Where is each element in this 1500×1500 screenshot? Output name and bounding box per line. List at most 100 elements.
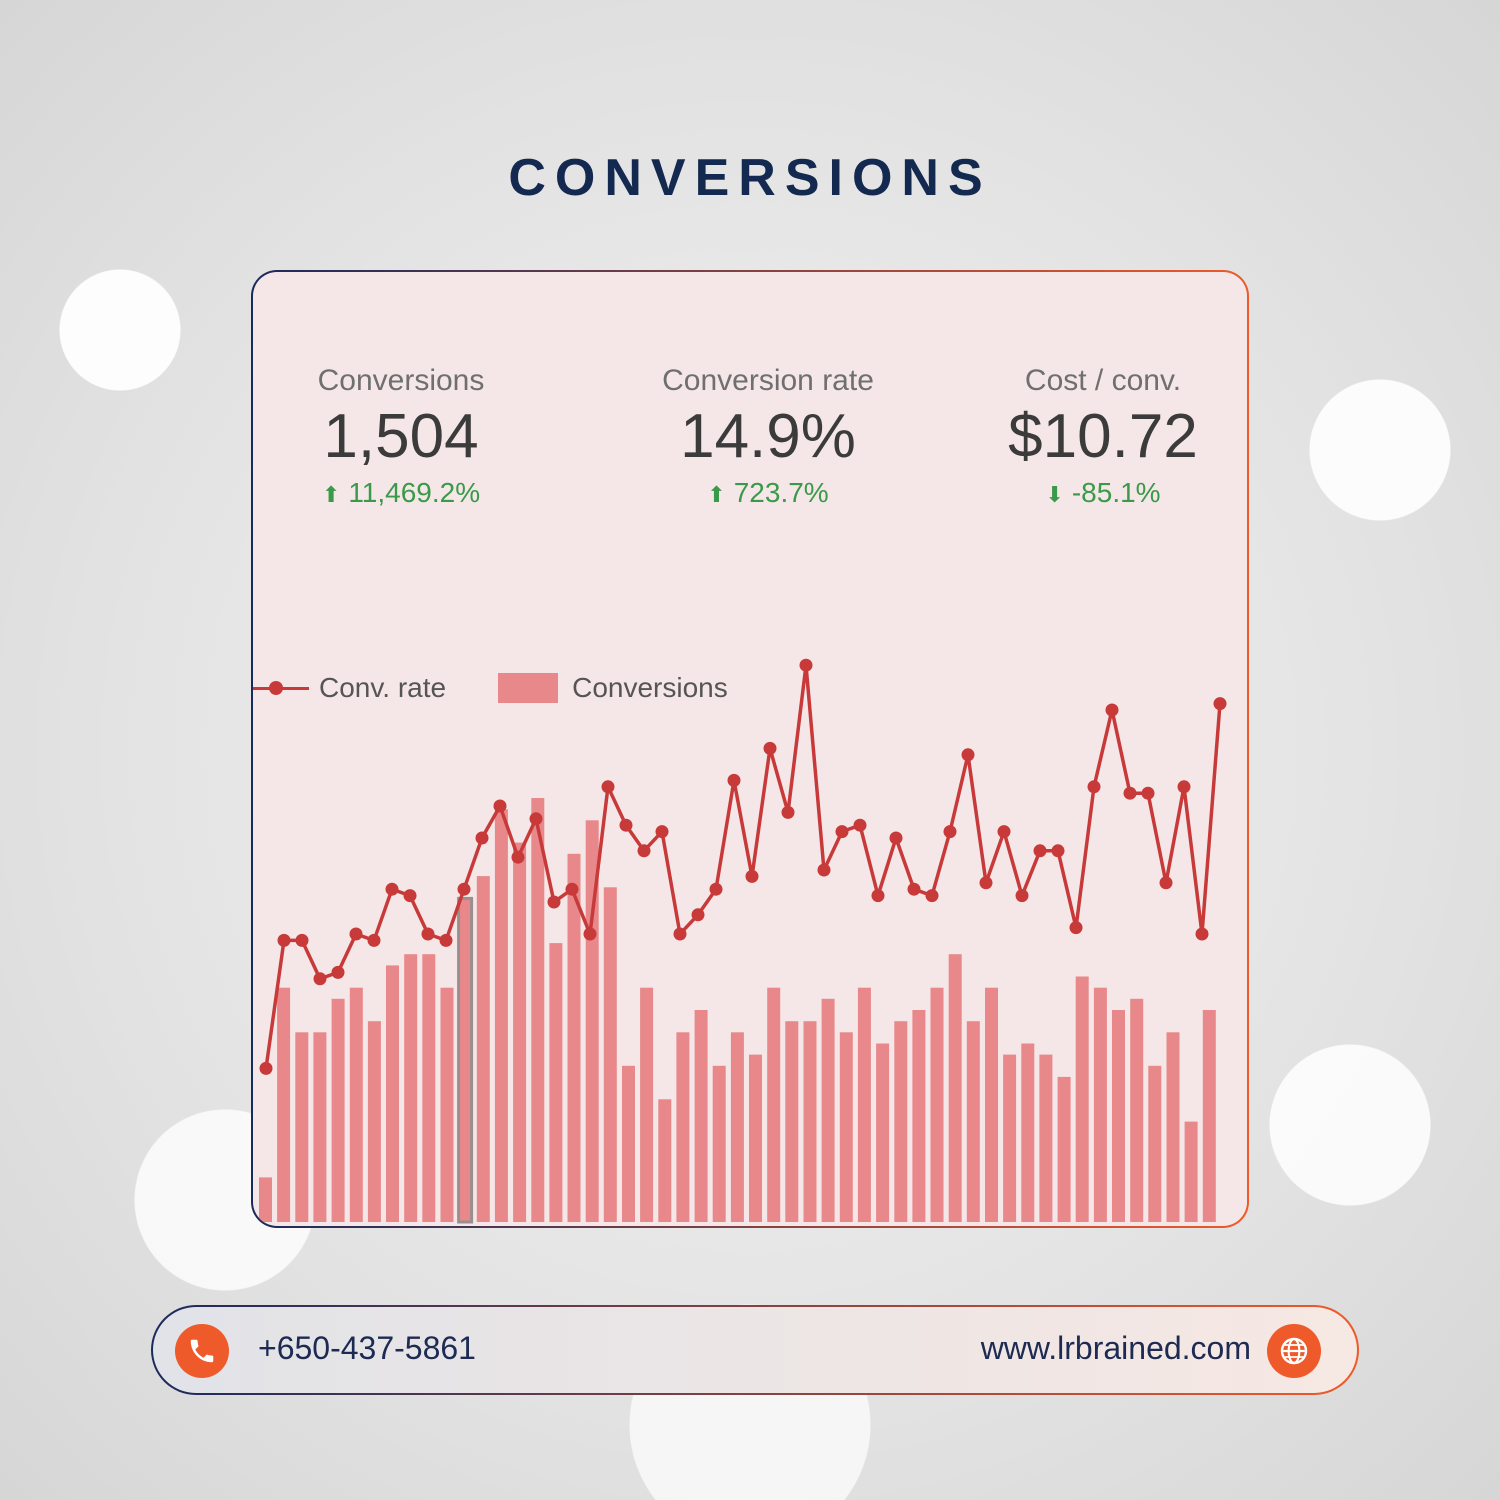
conversions-bar[interactable] [876, 1043, 890, 1223]
conversions-bar[interactable] [585, 820, 599, 1222]
conv-rate-point[interactable] [1213, 697, 1227, 711]
conversions-bar[interactable] [440, 987, 454, 1222]
conv-rate-point[interactable] [943, 825, 957, 839]
conv-rate-point[interactable] [853, 818, 867, 832]
conversions-bar[interactable] [404, 954, 418, 1222]
conv-rate-point[interactable] [475, 831, 489, 845]
conv-rate-point[interactable] [907, 882, 921, 896]
conv-rate-point[interactable] [367, 933, 381, 947]
conv-rate-point[interactable] [1159, 876, 1173, 890]
conv-rate-point[interactable] [889, 831, 903, 845]
conv-rate-point[interactable] [313, 972, 327, 986]
conv-rate-point[interactable] [529, 812, 543, 826]
conv-rate-point[interactable] [1123, 786, 1137, 800]
conv-rate-point[interactable] [727, 773, 741, 787]
conversions-bar[interactable] [277, 987, 291, 1222]
conv-rate-point[interactable] [655, 825, 669, 839]
conversions-bar[interactable] [1021, 1043, 1035, 1223]
conversions-bar[interactable] [640, 987, 654, 1222]
conv-rate-point[interactable] [1195, 927, 1209, 941]
conv-rate-point[interactable] [511, 850, 525, 864]
conv-rate-point[interactable] [457, 882, 471, 896]
conversions-bar[interactable] [912, 1010, 926, 1222]
conv-rate-point[interactable] [871, 889, 885, 903]
conv-rate-point[interactable] [763, 741, 777, 755]
conversions-bar[interactable] [1093, 987, 1107, 1222]
conversions-bar[interactable] [985, 987, 998, 1222]
conv-rate-point[interactable] [799, 658, 813, 672]
conversions-bar[interactable] [1202, 1010, 1216, 1222]
conv-rate-point[interactable] [1069, 921, 1083, 935]
conversions-bar[interactable] [386, 965, 399, 1222]
conversions-bar[interactable] [259, 1177, 272, 1222]
conversions-bar[interactable] [857, 987, 871, 1222]
conv-rate-point[interactable] [691, 908, 705, 922]
conv-rate-point[interactable] [1105, 703, 1119, 717]
conversions-bar[interactable] [749, 1054, 762, 1222]
conversions-bar[interactable] [930, 987, 944, 1222]
conversions-bar[interactable] [549, 943, 563, 1222]
conv-rate-point[interactable] [997, 825, 1011, 839]
conv-rate-point[interactable] [439, 933, 453, 947]
conv-rate-point[interactable] [259, 1061, 273, 1075]
conv-rate-point[interactable] [601, 780, 615, 794]
conv-rate-point[interactable] [565, 882, 579, 896]
conversions-bar[interactable] [313, 1032, 327, 1222]
conversions-bar[interactable] [531, 798, 545, 1222]
conversions-bar[interactable] [821, 998, 835, 1222]
conversions-bar[interactable] [730, 1032, 744, 1222]
phone-number[interactable]: +650-437-5861 [258, 1330, 476, 1366]
conv-rate-point[interactable] [1177, 780, 1191, 794]
conv-rate-point[interactable] [817, 863, 831, 877]
conv-rate-point[interactable] [1033, 844, 1047, 858]
conv-rate-point[interactable] [493, 799, 507, 813]
conv-rate-point[interactable] [961, 748, 975, 762]
conv-rate-point[interactable] [1015, 889, 1029, 903]
conversions-bar[interactable] [1148, 1065, 1162, 1222]
conversions-bar[interactable] [767, 987, 781, 1222]
conversions-bar[interactable] [295, 1032, 309, 1222]
conv-rate-point[interactable] [673, 927, 687, 941]
conv-rate-point[interactable] [1141, 786, 1155, 800]
conversions-bar[interactable] [567, 853, 581, 1222]
conv-rate-point[interactable] [385, 882, 399, 896]
conversions-bar[interactable] [839, 1032, 853, 1222]
conversions-bar[interactable] [331, 998, 345, 1222]
conversions-bar[interactable] [457, 896, 474, 1224]
conv-rate-point[interactable] [547, 895, 561, 909]
conv-rate-point[interactable] [583, 927, 597, 941]
conversions-bar[interactable] [966, 1021, 980, 1222]
conv-rate-point[interactable] [277, 933, 291, 947]
conv-rate-point[interactable] [781, 805, 795, 819]
conv-rate-point[interactable] [1051, 844, 1065, 858]
conversions-bar[interactable] [803, 1021, 817, 1222]
conversions-bar[interactable] [658, 1099, 672, 1222]
conversions-bar[interactable] [1112, 1010, 1125, 1222]
conv-rate-point[interactable] [745, 869, 759, 883]
conversions-bar[interactable] [1003, 1054, 1017, 1222]
conversions-bar[interactable] [948, 954, 962, 1222]
conv-rate-point[interactable] [835, 825, 849, 839]
conversions-bar[interactable] [785, 1021, 799, 1222]
conversions-bar[interactable] [712, 1065, 726, 1222]
conversions-bar[interactable] [622, 1065, 635, 1222]
conv-rate-point[interactable] [295, 933, 309, 947]
website-link[interactable]: www.lrbrained.com [980, 1330, 1251, 1366]
conversions-bar[interactable] [367, 1021, 381, 1222]
conversions-bar[interactable] [1039, 1054, 1053, 1222]
conv-rate-point[interactable] [421, 927, 435, 941]
conv-rate-point[interactable] [403, 889, 417, 903]
conversions-bar[interactable] [1130, 998, 1144, 1222]
conversions-bar[interactable] [1166, 1032, 1180, 1222]
conversions-bar[interactable] [603, 887, 617, 1222]
conversions-bar[interactable] [422, 954, 436, 1222]
conv-rate-point[interactable] [925, 889, 939, 903]
conversions-bar[interactable] [1057, 1076, 1071, 1222]
conv-rate-point[interactable] [331, 965, 345, 979]
conv-rate-point[interactable] [1087, 780, 1101, 794]
conversions-bar[interactable] [894, 1021, 908, 1222]
conversions-bar[interactable] [676, 1032, 690, 1222]
conv-rate-point[interactable] [349, 927, 363, 941]
conversions-bar[interactable] [349, 987, 363, 1222]
conversions-bar[interactable] [476, 876, 490, 1222]
